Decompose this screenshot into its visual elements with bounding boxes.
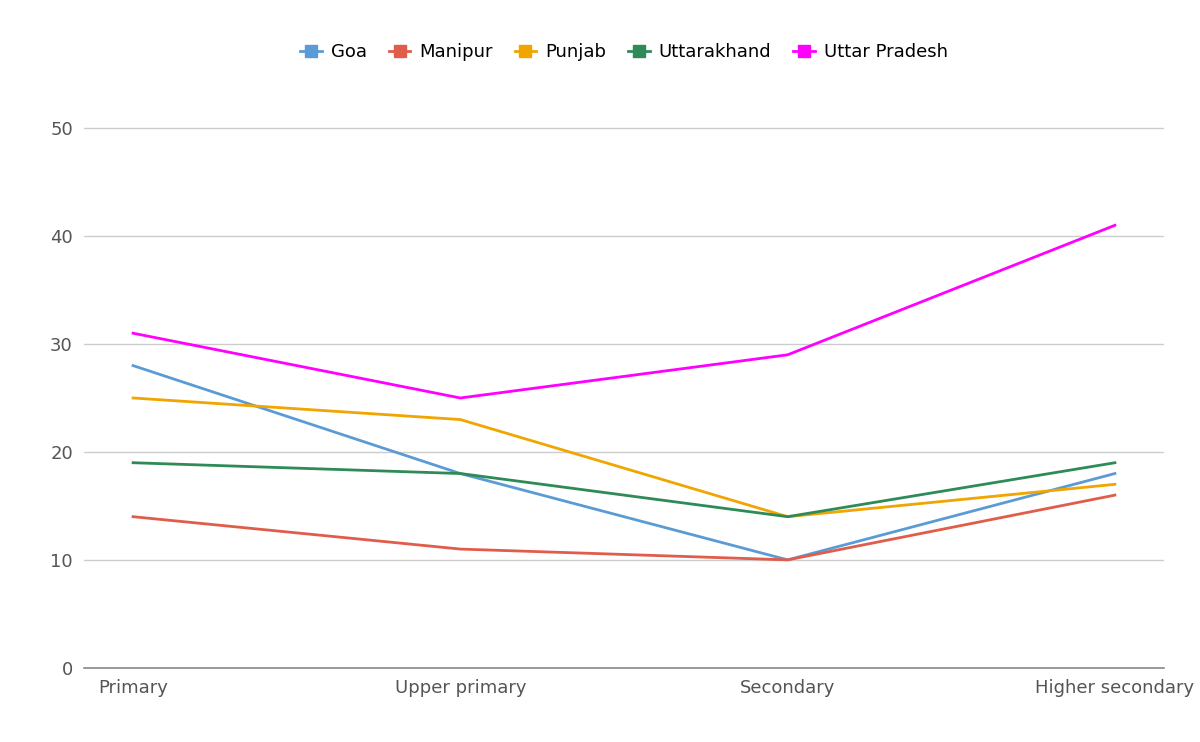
Legend: Goa, Manipur, Punjab, Uttarakhand, Uttar Pradesh: Goa, Manipur, Punjab, Uttarakhand, Uttar…: [293, 36, 955, 68]
